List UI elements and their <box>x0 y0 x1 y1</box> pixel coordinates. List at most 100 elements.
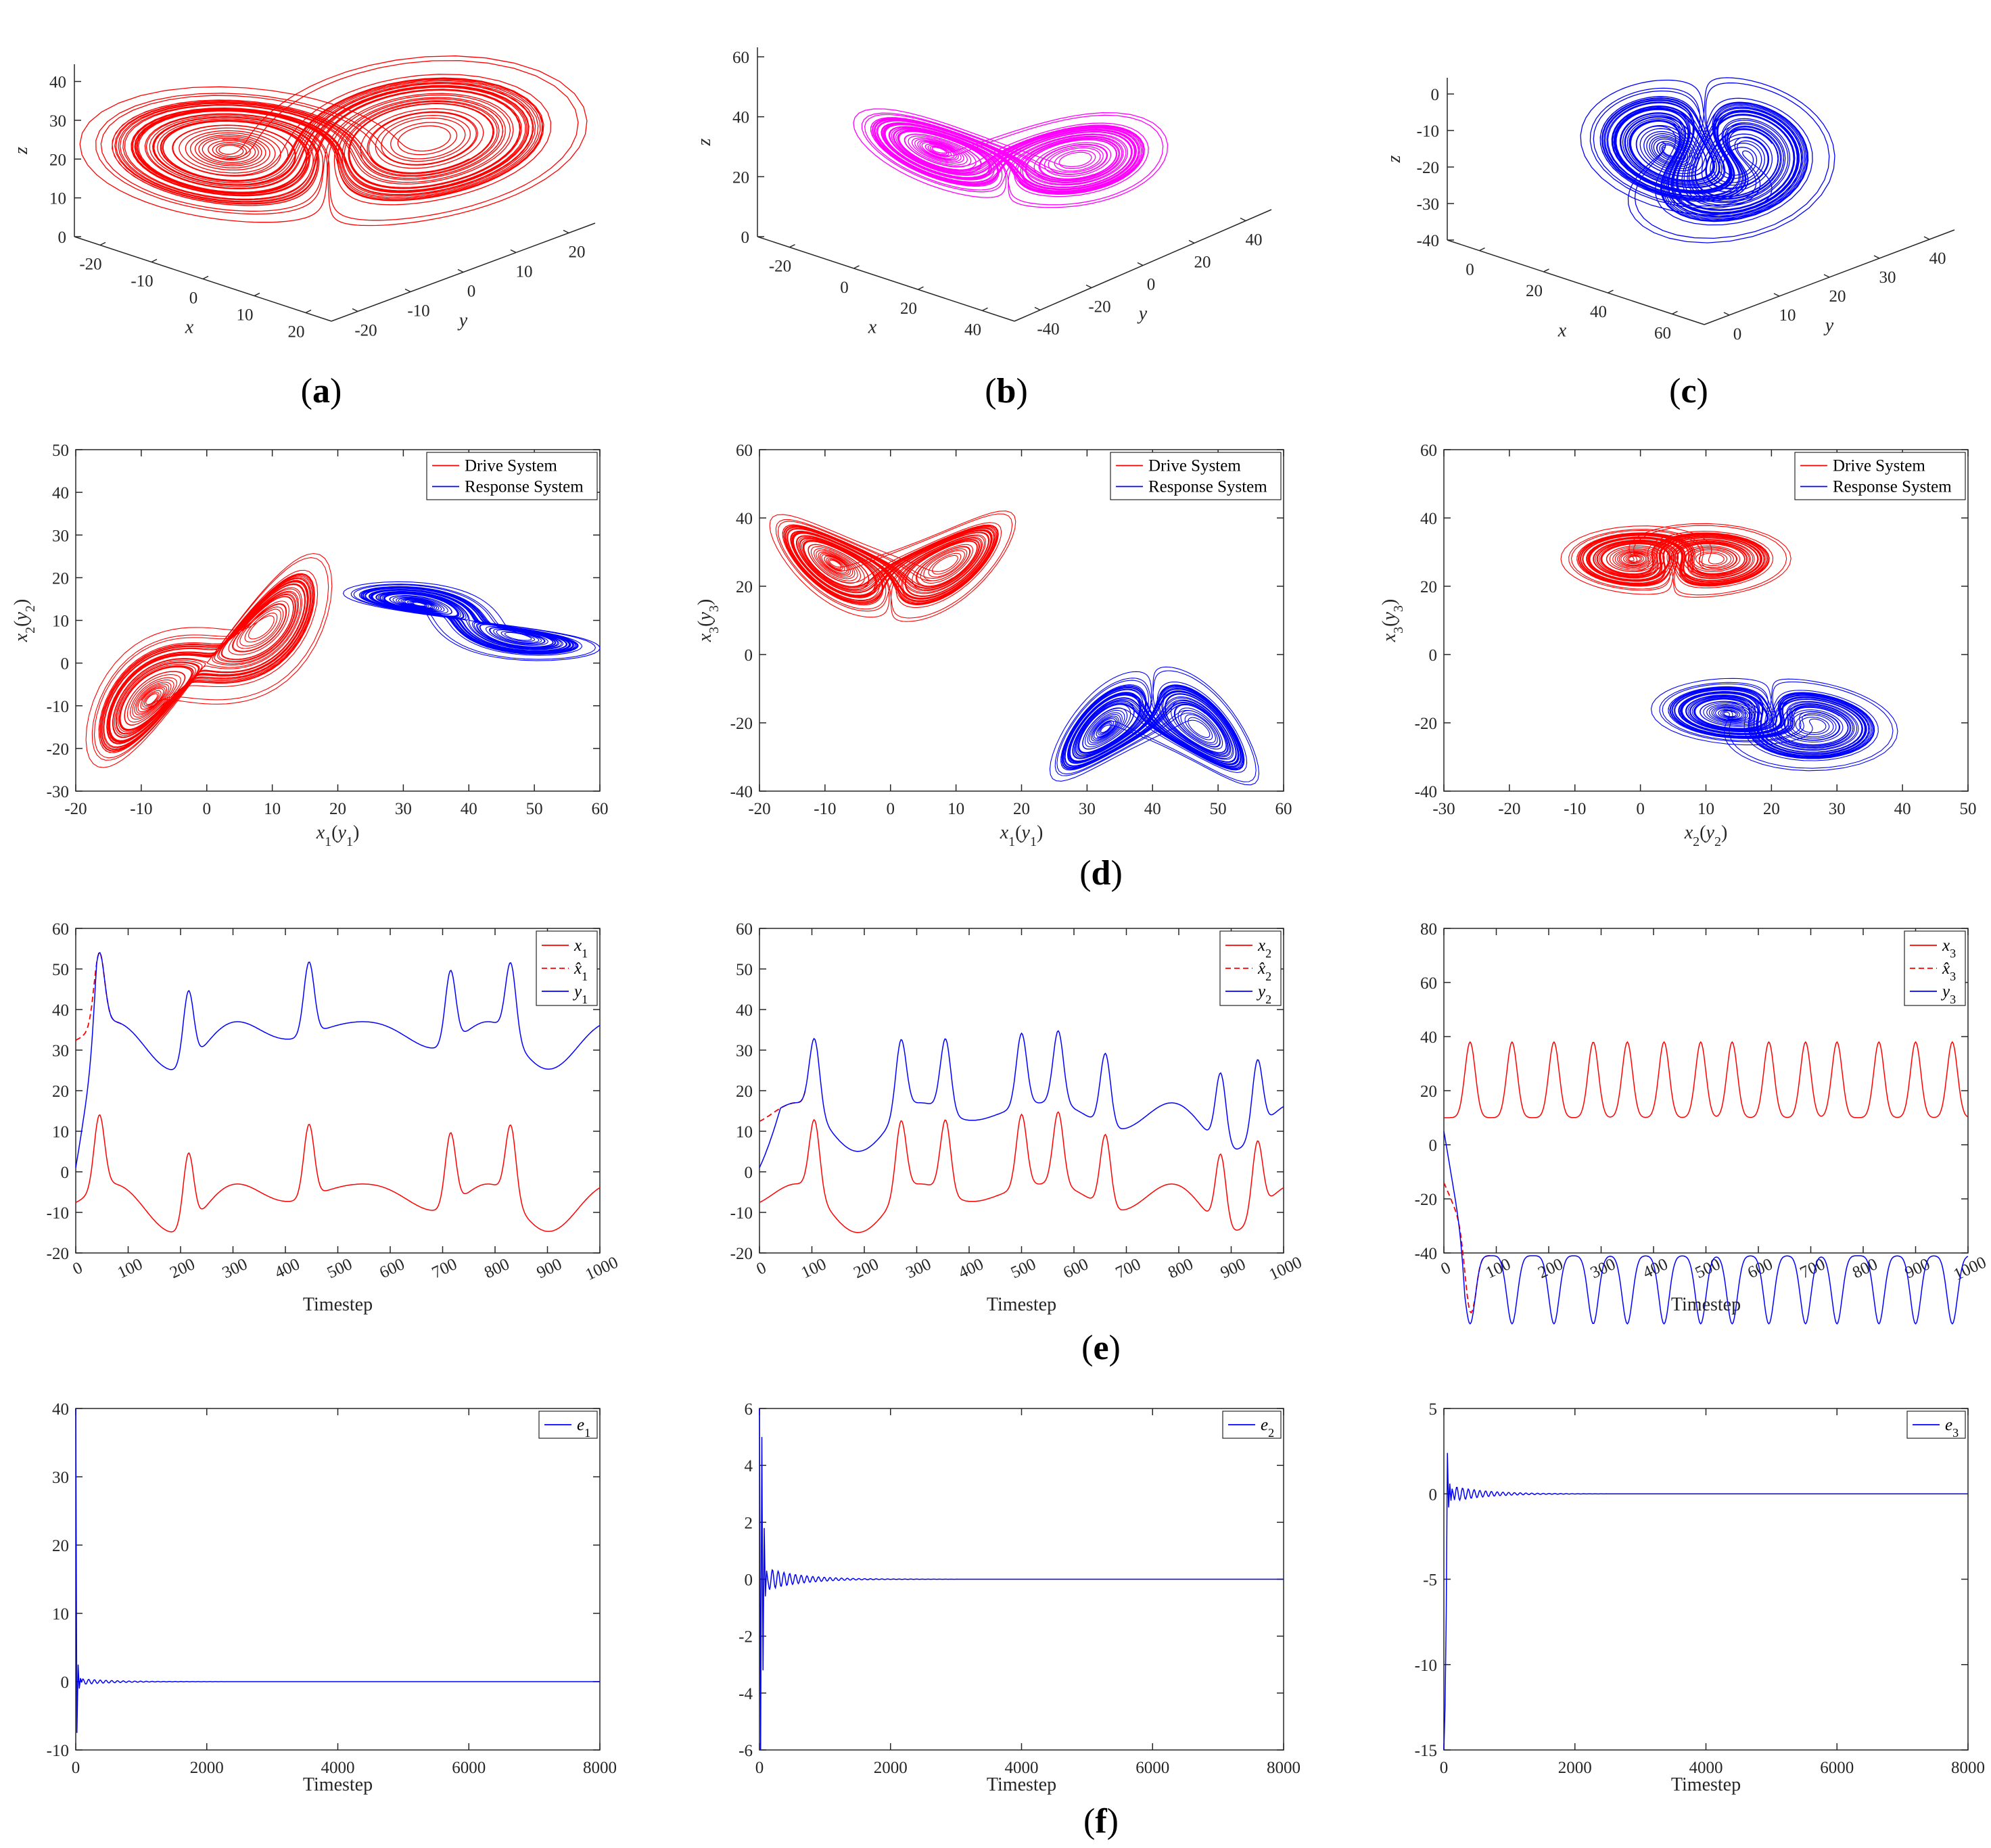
y-tick-label: 40 <box>1929 250 1946 268</box>
y-tick-label: 20 <box>52 1083 69 1101</box>
x-axis <box>1447 239 1705 325</box>
y-tick <box>1137 262 1144 266</box>
y-axis-label: y <box>457 310 468 331</box>
series-line-response-system <box>1049 666 1260 786</box>
chart-d3: -30 -20 -10 0 10 20 30 40 50 -40 -20 0 20 40 60 Drive S… <box>1379 442 1977 849</box>
plot-frame <box>759 449 1284 792</box>
x-tick-label: 800 <box>1165 1255 1196 1282</box>
plot-frame <box>1443 928 1969 1254</box>
x-tick-label: 800 <box>482 1255 512 1282</box>
x-tick-label: -10 <box>814 800 836 818</box>
chart-f3: 0 2000 4000 6000 8000 -15 -10 -5 0 5 e3 Timestep <box>1415 1400 1985 1795</box>
series-line-x <box>75 1114 601 1233</box>
y-tick-label: 20 <box>736 578 753 596</box>
x-tick-label: 200 <box>167 1255 197 1282</box>
y-tick-label: 10 <box>736 1123 753 1141</box>
legend: x2x̂2y2 <box>1219 930 1282 1006</box>
x-axis-label: x <box>185 317 194 338</box>
legend-entry: x2 <box>1257 937 1271 960</box>
x-tick <box>1543 268 1549 273</box>
x-tick-label: 6000 <box>1820 1759 1854 1777</box>
y-axis-label: y <box>1823 315 1834 336</box>
y-tick-label: -15 <box>1415 1742 1437 1760</box>
legend: e1 <box>538 1411 598 1440</box>
x-tick-label: 700 <box>1798 1255 1828 1282</box>
legend-entry: y3 <box>1940 982 1956 1006</box>
x-tick-label: 10 <box>947 800 964 818</box>
y-tick-label: -4 <box>739 1685 753 1703</box>
legend-entry: Response System <box>1148 478 1267 496</box>
plot-frame <box>75 449 601 792</box>
y-tick <box>1773 293 1780 297</box>
x-tick-label: -20 <box>79 256 101 274</box>
x-tick-label: 0 <box>1438 1258 1453 1279</box>
y-tick-label: 0 <box>61 655 70 673</box>
y-tick-label: 0 <box>1429 646 1438 665</box>
x-tick-label: 50 <box>526 800 543 818</box>
y-tick-label: -20 <box>47 1245 69 1263</box>
legend-entry: Drive System <box>1148 457 1241 475</box>
chart-3d-a: 0 10 20 30 40 z -20 -10 0 10 20 x -20 -10 0 10 20 y <box>11 55 596 341</box>
z-tick-label: 60 <box>732 49 749 67</box>
x-tick-label: 100 <box>799 1255 829 1282</box>
y-tick-label: 20 <box>52 1537 69 1555</box>
x-tick-label: 1000 <box>1950 1253 1989 1284</box>
x-tick-label: 700 <box>1113 1255 1144 1282</box>
x-tick-label: 500 <box>1008 1255 1039 1282</box>
y-tick-label: 20 <box>1829 287 1846 306</box>
y-tick-label: 0 <box>61 1164 70 1182</box>
y-tick-label: -10 <box>47 1742 69 1760</box>
series-line-xhat <box>75 951 122 1041</box>
y-tick-label: 20 <box>736 1083 753 1101</box>
y-tick <box>1873 255 1880 259</box>
plot-frame <box>75 928 601 1254</box>
z-tick-label: -30 <box>1417 195 1439 214</box>
y-tick <box>1188 239 1195 244</box>
x-tick-label: 2000 <box>190 1759 224 1777</box>
y-tick-label: 40 <box>1420 510 1437 528</box>
x-tick-label: 0 <box>72 1759 80 1777</box>
legend: Drive System Response System <box>1110 452 1282 500</box>
y-tick-label: -20 <box>1415 1191 1437 1209</box>
series-line-e2 <box>759 1408 1284 1751</box>
y-tick <box>1240 217 1246 222</box>
x-tick-label: 40 <box>1144 800 1161 818</box>
y-tick-label: -20 <box>730 715 753 733</box>
series-line-y <box>75 951 601 1168</box>
series-line-attractor <box>1580 77 1835 243</box>
z-tick-label: 0 <box>1431 86 1440 104</box>
series-line-xhat <box>1443 1182 1491 1314</box>
x-tick-label: 600 <box>377 1255 407 1282</box>
y-tick <box>404 288 411 293</box>
y-tick-label: -10 <box>730 1204 753 1223</box>
y-tick-label: 2 <box>745 1514 753 1532</box>
x-tick-label: 600 <box>1745 1255 1775 1282</box>
panel-label-e: (e) <box>1081 1329 1121 1367</box>
x-tick-label: 40 <box>1894 800 1911 818</box>
y-tick-label: -6 <box>739 1742 753 1760</box>
legend-entry: y2 <box>1256 982 1271 1006</box>
x-tick <box>789 243 795 248</box>
x-tick-label: 30 <box>1829 800 1846 818</box>
y-tick-label: -40 <box>1415 783 1437 801</box>
x-tick-label: 60 <box>592 800 609 818</box>
x-tick-label: 40 <box>461 800 477 818</box>
y-tick-label: 10 <box>516 263 533 281</box>
y-tick-label: 20 <box>1194 254 1211 272</box>
y-tick-label: -20 <box>730 1245 753 1263</box>
y-tick-label: 60 <box>1420 974 1437 993</box>
legend: Drive System Response System <box>426 452 598 500</box>
series-line-e3 <box>1443 1452 1968 1751</box>
z-tick-label: 40 <box>49 74 66 92</box>
legend: x3x̂3y3 <box>1904 930 1966 1006</box>
x-tick <box>853 265 860 269</box>
y-tick-label: 0 <box>1429 1137 1438 1155</box>
legend-entry: e2 <box>1261 1416 1274 1440</box>
y-tick-label: -10 <box>407 302 429 321</box>
z-tick-label: 0 <box>741 229 750 247</box>
y-tick-label: -40 <box>1415 1245 1437 1263</box>
x-tick-label: 400 <box>956 1255 986 1282</box>
series-line-response-system <box>1650 678 1898 772</box>
y-tick-label: 40 <box>52 484 69 502</box>
